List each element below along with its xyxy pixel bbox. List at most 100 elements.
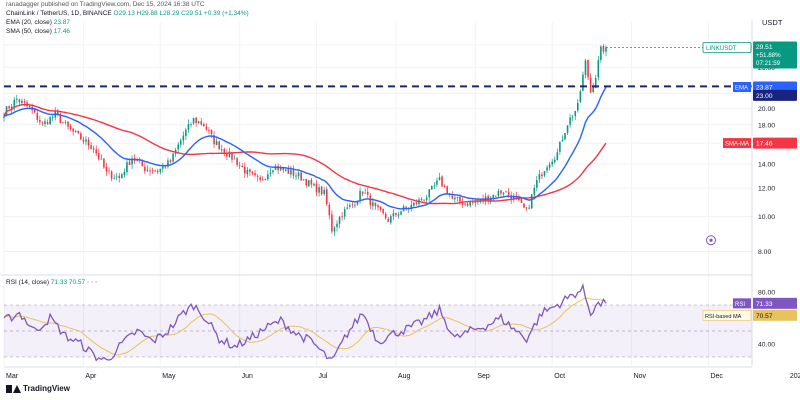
candle-body <box>428 189 431 198</box>
candle-body <box>118 175 121 178</box>
sma-legend[interactable]: SMA (50, close) 17.46 <box>6 28 70 36</box>
candle-body <box>57 110 59 115</box>
price-tick-label: 20.00 <box>758 106 775 113</box>
candle-body <box>218 141 220 150</box>
ema-name-tag-bg <box>733 82 751 93</box>
candle-body <box>536 180 538 188</box>
candle-body <box>351 204 354 206</box>
candle-body <box>349 205 351 207</box>
candle-body <box>584 60 587 75</box>
candle-body <box>530 194 533 209</box>
candle-body <box>290 169 292 175</box>
candle-body <box>379 206 382 210</box>
legend-dots: ◦ ◦ ◦ <box>86 279 98 286</box>
candle-body <box>39 120 41 123</box>
candle-body <box>390 216 392 223</box>
candle-body <box>223 149 226 154</box>
candle-body <box>151 170 154 172</box>
candle-body <box>431 185 433 190</box>
rsi-ma-value-tag-bg <box>753 309 797 321</box>
published-line: ranadagger published on TradingView.com,… <box>6 1 205 9</box>
candle-body <box>525 207 528 209</box>
candle-body <box>328 204 331 216</box>
candle-body <box>579 91 582 103</box>
time-tick-label: Aug <box>398 373 411 380</box>
candle-body <box>287 169 290 174</box>
candle-body <box>236 158 238 166</box>
time-tick-label: Dec <box>710 373 723 380</box>
candle-body <box>59 114 62 123</box>
candle-body <box>308 180 310 186</box>
candle-body <box>471 202 474 203</box>
candle-body <box>548 164 551 168</box>
candle-body <box>279 167 282 171</box>
ema-legend[interactable]: EMA (20, close) 23.87 <box>6 19 70 27</box>
candle-body <box>108 170 110 172</box>
candle-body <box>85 139 87 142</box>
price-tick-label: 18.00 <box>758 122 775 129</box>
candle-body <box>320 186 323 195</box>
candle-body <box>577 102 579 111</box>
rsi-legend[interactable]: RSI (14, close) 71.33 70.57 ◦ ◦ ◦ <box>6 279 98 287</box>
candle-body <box>551 161 553 165</box>
candle-body <box>425 197 428 201</box>
tradingview-brand-text: TradingView <box>23 384 70 393</box>
rsi-name-tag-bg <box>733 298 751 309</box>
tradingview-logo-icon <box>6 384 21 393</box>
candle-body <box>284 169 287 171</box>
candle-body <box>115 176 118 178</box>
candle-body <box>267 174 269 180</box>
candle-body <box>3 116 5 118</box>
candle-body <box>167 160 169 167</box>
event-marker-dot <box>709 238 713 242</box>
candle-body <box>356 200 359 205</box>
candle-body <box>200 121 203 125</box>
time-tick-label: Jun <box>242 373 253 380</box>
candle-body <box>523 203 525 208</box>
tradingview-brand[interactable]: TradingView <box>6 384 70 393</box>
rsi-legend-label: RSI (14, close) <box>6 279 49 286</box>
sma-50-line <box>3 103 607 205</box>
candle-body <box>16 98 18 100</box>
candle-body <box>210 129 213 135</box>
candle-body <box>203 123 205 127</box>
candle-body <box>97 153 100 160</box>
candle-body <box>259 177 261 180</box>
candle-body <box>8 106 10 109</box>
candle-body <box>192 118 195 124</box>
candle-body <box>461 201 464 205</box>
candle-body <box>233 158 236 160</box>
candle-body <box>100 158 103 160</box>
candle-body <box>36 113 39 120</box>
candle-body <box>438 177 441 181</box>
rsi-tick-label: 80.00 <box>758 290 775 297</box>
candle-body <box>333 227 336 232</box>
level-value-tag-bg <box>753 89 797 101</box>
candle-body <box>228 151 231 158</box>
candle-body <box>185 129 187 137</box>
level-value-tag: 23.00 <box>753 89 797 101</box>
candle-body <box>433 185 436 187</box>
price-tick-label: 14.00 <box>758 162 775 169</box>
candle-body <box>172 153 174 162</box>
candlestick-series <box>3 44 607 237</box>
candle-body <box>507 191 510 196</box>
candle-body <box>456 197 459 198</box>
candle-body <box>359 190 361 202</box>
candle-body <box>464 203 466 205</box>
sma-name-tag-bg <box>723 138 751 149</box>
candle-body <box>564 132 566 140</box>
candle-body <box>574 110 577 117</box>
candle-body <box>343 209 346 217</box>
symbol-text: ChainLink / TetherUS, 1D, BINANCE <box>6 10 112 17</box>
candle-body <box>587 60 589 78</box>
candle-body <box>149 170 151 172</box>
candle-body <box>600 46 602 60</box>
candle-body <box>297 172 300 177</box>
candle-body <box>136 160 138 161</box>
time-tick-label: 202 <box>790 373 800 380</box>
candle-body <box>44 121 46 125</box>
candle-body <box>179 140 182 145</box>
